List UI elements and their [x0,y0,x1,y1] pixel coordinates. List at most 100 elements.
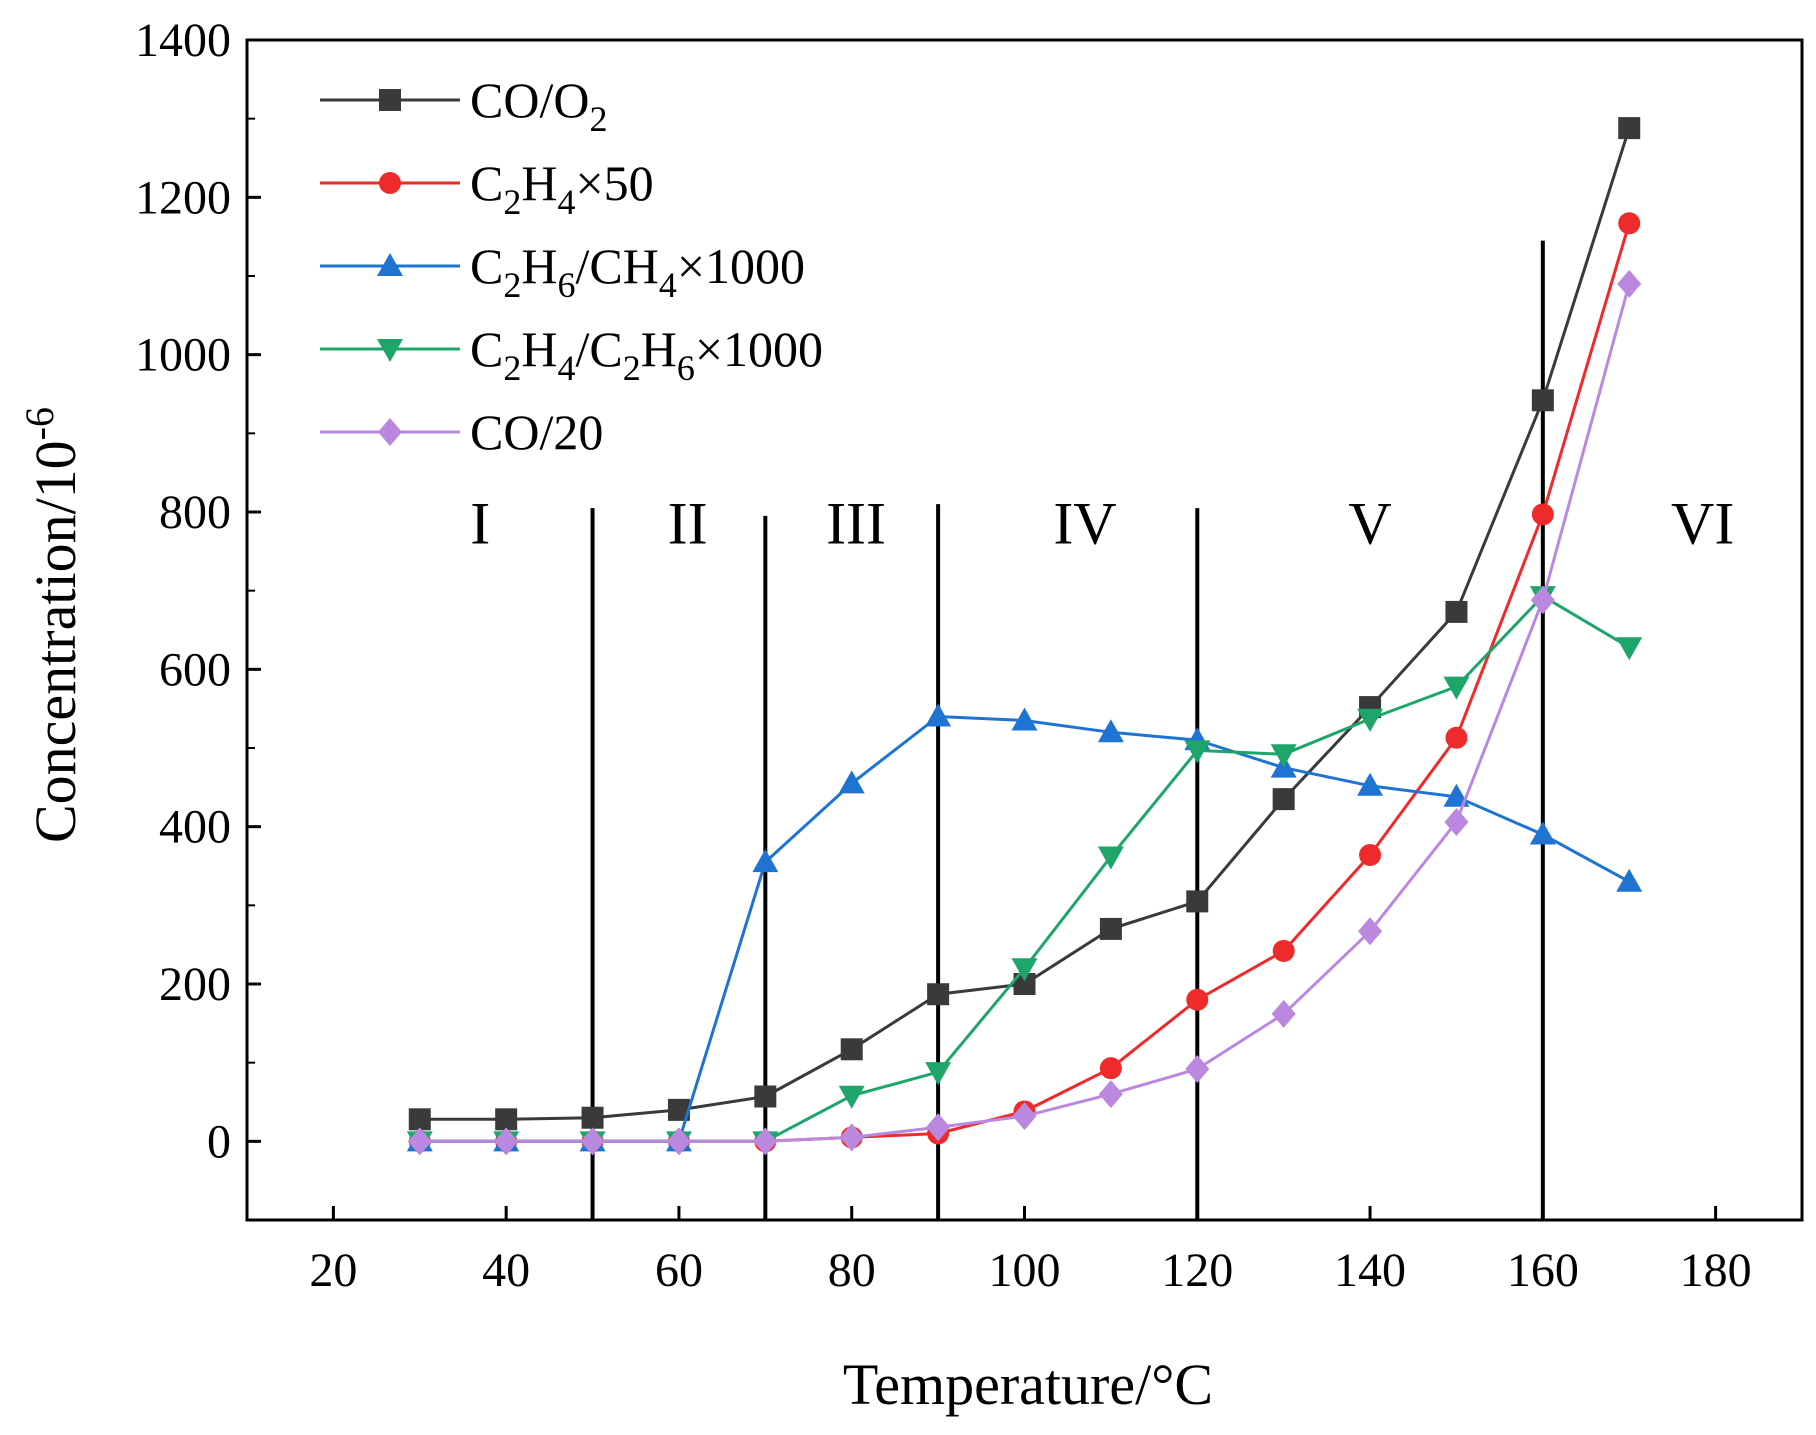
y-tick-label: 1400 [135,14,231,67]
series-co-20 [407,269,1642,1156]
legend-swatch-marker [379,172,401,194]
legend-entry-c2h6-ch4: C2​H6​/CH4​×1000 [320,238,805,305]
legend-swatch-marker [377,339,403,362]
data-point-c2h6-ch4 [752,849,779,873]
x-tick-label: 20 [309,1244,357,1297]
legend-entry-co-o2: CO/O2​ [320,72,607,139]
data-point-c2h4 [1445,726,1468,749]
data-point-c2h4-c2h6 [1357,708,1384,732]
data-point-co-20 [1098,1080,1123,1109]
x-tick-label: 180 [1680,1244,1752,1297]
legend-label: C2​H4​/C2​H6​×1000 [470,321,823,388]
data-point-co-20 [1358,917,1383,946]
data-point-co-o2 [1186,890,1209,913]
y-tick-label: 600 [159,643,231,696]
data-point-co-o2 [495,1108,518,1131]
data-point-c2h4-c2h6 [925,1062,952,1086]
data-point-co-20 [407,1127,432,1156]
y-axis-title-exponent: -6 [17,407,62,440]
data-point-c2h4-c2h6 [1097,846,1124,870]
data-point-c2h4 [1618,212,1641,235]
y-axis-title: Concentration/10-6 [17,407,88,843]
data-point-co-20 [1530,586,1555,615]
data-point-c2h4 [1272,939,1295,962]
series-co-o2 [408,117,1641,1131]
data-point-co-o2 [581,1106,604,1129]
data-point-co-20 [753,1127,778,1156]
data-series [406,117,1643,1156]
data-point-co-o2 [754,1085,777,1108]
y-tick-label: 400 [159,801,231,854]
legend-entry-c2h4-c2h6: C2​H4​/C2​H6​×1000 [320,321,823,388]
data-point-c2h6-ch4 [1011,707,1038,731]
x-tick-label: 100 [989,1244,1061,1297]
legend-entry-co-20: CO/20 [320,404,603,460]
data-point-c2h4 [1099,1057,1122,1080]
data-point-co-o2 [1618,117,1641,140]
y-tick-label: 0 [207,1115,231,1168]
data-point-co-o2 [1013,973,1036,995]
data-point-co-20 [926,1113,951,1142]
data-point-co-o2 [1272,788,1295,811]
x-tick-label: 120 [1161,1244,1233,1297]
data-point-c2h6-ch4 [1529,821,1556,845]
x-tick-label: 60 [655,1244,703,1297]
y-tick-label: 1000 [135,329,231,382]
data-point-co-20 [1617,269,1642,298]
data-point-co-20 [1271,999,1296,1028]
data-point-c2h4 [1531,503,1554,526]
data-point-co-o2 [1445,600,1468,623]
region-label-ii: II [668,490,708,556]
legend-swatch-marker [378,418,402,446]
data-point-c2h6-ch4 [925,703,952,727]
data-point-co-20 [494,1127,519,1156]
y-tick-label: 1200 [135,171,231,224]
y-tick-label: 200 [159,958,231,1011]
data-point-co-20 [839,1123,864,1152]
region-label-iv: IV [1053,490,1116,556]
axis-ticks: 20 40 60 80 100 120 140 160 180 0 200 400 600 800 1000… [135,14,1752,1297]
region-label-vi: VI [1671,490,1734,556]
y-tick-label: 800 [159,486,231,539]
data-point-c2h6-ch4 [838,770,865,794]
legend-label: C2​H6​/CH4​×1000 [470,238,805,305]
data-point-co-20 [1185,1054,1210,1083]
data-point-c2h4-c2h6 [1443,676,1470,700]
legend-swatch-marker [379,89,401,111]
x-tick-label: 80 [828,1244,876,1297]
y-axis-title-text: Concentration/10 [23,440,88,843]
x-tick-label: 140 [1334,1244,1406,1297]
data-point-co-o2 [927,983,950,1006]
data-point-c2h6-ch4 [1097,719,1124,743]
data-point-co-20 [1012,1102,1037,1131]
data-point-co-o2 [840,1038,863,1061]
data-point-co-20 [580,1127,605,1156]
region-dividers: I II III IV V VI [470,240,1734,1220]
legend-label: CO/O2​ [470,72,607,139]
data-point-c2h4-c2h6 [1270,744,1297,768]
data-point-c2h4-c2h6 [838,1085,865,1109]
data-point-c2h4-c2h6 [1011,958,1038,982]
x-tick-label: 40 [482,1244,530,1297]
data-point-co-o2 [1099,917,1122,940]
data-point-c2h6-ch4 [1357,772,1384,796]
data-point-co-o2 [667,1098,690,1121]
data-point-co-20 [1444,807,1469,836]
region-label-i: I [470,490,490,556]
region-label-v: V [1348,490,1391,556]
legend-entry-c2h4: C2​H4​×50 [320,155,654,222]
data-point-co-o2 [408,1108,431,1131]
legend-label: CO/20 [470,404,603,460]
plot-background [247,40,1802,1220]
data-point-co-o2 [1531,389,1554,412]
data-point-c2h4-c2h6 [1616,637,1643,661]
data-point-c2h4 [1186,988,1209,1011]
data-point-co-20 [666,1127,691,1156]
plot-area [247,40,1802,1220]
legend-label: C2​H4​×50 [470,155,654,222]
x-tick-label: 160 [1507,1244,1579,1297]
legend-swatch-marker [377,253,403,276]
legend: CO/O2​ C2​H4​×50 C2​H6​/CH4​×1000 C2​H4​/C2… [320,72,823,460]
data-point-c2h6-ch4 [1616,868,1643,892]
